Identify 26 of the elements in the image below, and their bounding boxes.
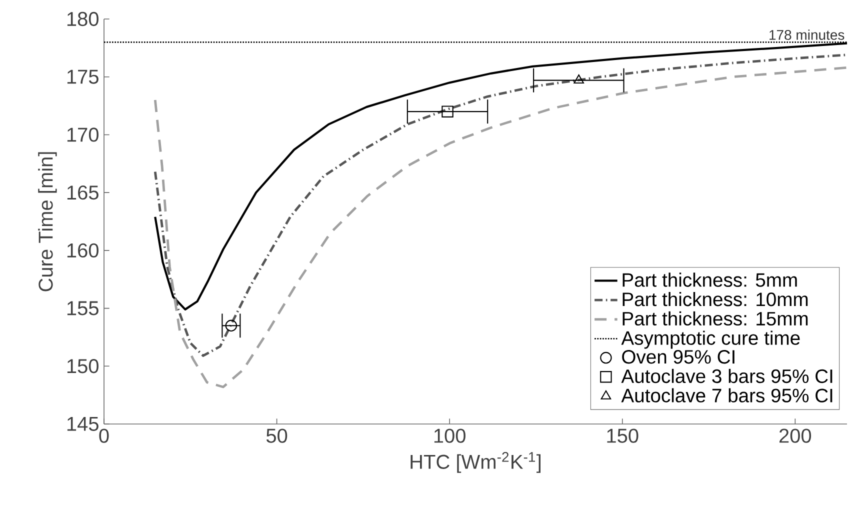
legend-label: Part thickness: 15mm: [622, 311, 808, 326]
x-tick-label: 200: [779, 428, 812, 443]
y-tick-label: 160: [67, 243, 98, 258]
point: [574, 74, 584, 84]
legend-label: Autoclave 3 bars 95% CI: [621, 368, 832, 384]
legend-label: Autoclave 7 bars 95% CI: [621, 388, 832, 402]
y-tick-label: 170: [67, 128, 98, 142]
legend-label: Oven 95% CI: [622, 350, 734, 364]
x-tick-label: 0: [99, 428, 109, 443]
x-tick-label: 100: [434, 428, 466, 443]
legend-label: Asymptotic cure time: [621, 330, 800, 349]
point: [442, 106, 454, 118]
annotation: 178 minutes: [770, 30, 844, 40]
y-tick-label: 175: [67, 70, 98, 84]
y-tick-label: 180: [67, 12, 98, 26]
legend-label: Part thickness: 5mm: [622, 272, 797, 287]
y-axis-title: Cure Time [min]: [38, 152, 57, 292]
legend-label: Part thickness: 10mm: [622, 292, 808, 306]
x-axis-title: HTC [Wm$^{-2}$K$^{-1}$]: [410, 452, 541, 473]
y-tick-label: 145: [67, 417, 98, 431]
x-tick-label: 150: [607, 428, 638, 443]
y-tick-label: 150: [67, 359, 98, 374]
point: [225, 320, 238, 332]
y-tick-label: 165: [67, 185, 98, 200]
y-tick-label: 155: [67, 301, 98, 316]
x-tick-label: 50: [266, 428, 288, 443]
